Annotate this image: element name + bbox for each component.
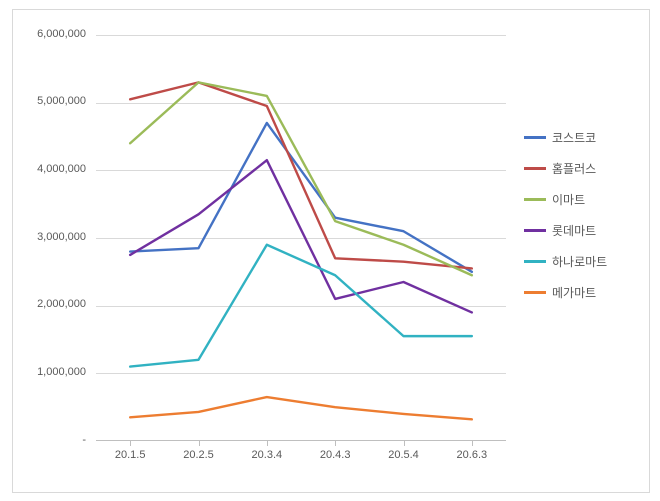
x-tick bbox=[199, 441, 200, 446]
legend: 코스트코홈플러스이마트롯데마트하나로마트메가마트 bbox=[524, 130, 607, 316]
y-tick-label: - bbox=[0, 434, 86, 446]
x-tick-label: 20.4.3 bbox=[305, 449, 365, 461]
y-tick-label: 4,000,000 bbox=[0, 163, 86, 175]
x-tick bbox=[404, 441, 405, 446]
legend-item: 메가마트 bbox=[524, 285, 607, 299]
x-tick bbox=[472, 441, 473, 446]
legend-item: 홈플러스 bbox=[524, 161, 607, 175]
legend-swatch bbox=[524, 136, 546, 139]
plot-area bbox=[96, 35, 506, 441]
series-layer bbox=[96, 35, 506, 441]
legend-label: 이마트 bbox=[552, 191, 585, 208]
x-tick-label: 20.2.5 bbox=[169, 449, 229, 461]
x-tick-label: 20.6.3 bbox=[442, 449, 502, 461]
legend-swatch bbox=[524, 229, 546, 232]
y-tick-label: 6,000,000 bbox=[0, 28, 86, 40]
y-tick-label: 1,000,000 bbox=[0, 366, 86, 378]
legend-swatch bbox=[524, 291, 546, 294]
series-line bbox=[130, 397, 472, 419]
legend-item: 코스트코 bbox=[524, 130, 607, 144]
legend-item: 롯데마트 bbox=[524, 223, 607, 237]
legend-item: 이마트 bbox=[524, 192, 607, 206]
legend-label: 롯데마트 bbox=[552, 222, 596, 239]
x-tick-label: 20.1.5 bbox=[100, 449, 160, 461]
legend-swatch bbox=[524, 260, 546, 263]
x-tick bbox=[130, 441, 131, 446]
y-tick-label: 5,000,000 bbox=[0, 95, 86, 107]
legend-swatch bbox=[524, 198, 546, 201]
legend-label: 코스트코 bbox=[552, 129, 596, 146]
series-line bbox=[130, 82, 472, 275]
y-tick-label: 2,000,000 bbox=[0, 298, 86, 310]
legend-label: 메가마트 bbox=[552, 284, 596, 301]
legend-swatch bbox=[524, 167, 546, 170]
x-tick-label: 20.5.4 bbox=[374, 449, 434, 461]
series-line bbox=[130, 123, 472, 272]
x-tick bbox=[335, 441, 336, 446]
y-tick-label: 3,000,000 bbox=[0, 231, 86, 243]
x-tick bbox=[267, 441, 268, 446]
legend-item: 하나로마트 bbox=[524, 254, 607, 268]
legend-label: 홈플러스 bbox=[552, 160, 596, 177]
legend-label: 하나로마트 bbox=[552, 253, 607, 270]
x-tick-label: 20.3.4 bbox=[237, 449, 297, 461]
